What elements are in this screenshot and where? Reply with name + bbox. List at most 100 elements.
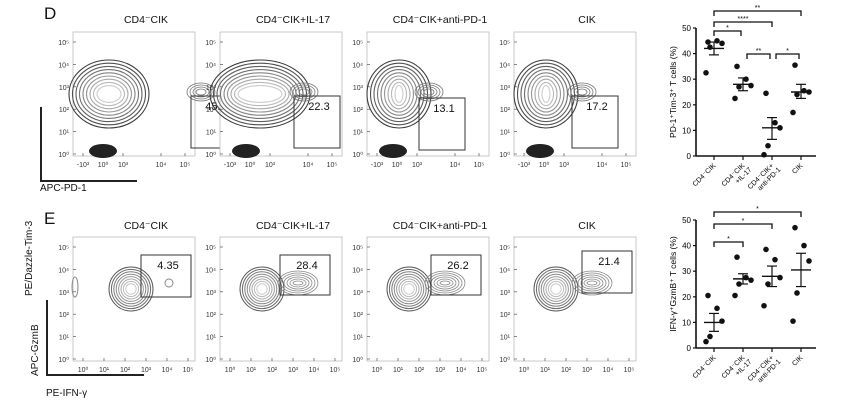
svg-text:10⁴: 10⁴ bbox=[456, 367, 467, 374]
svg-text:10⁴: 10⁴ bbox=[303, 162, 314, 169]
svg-text:10²: 10² bbox=[500, 312, 511, 319]
svg-text:10⁴: 10⁴ bbox=[58, 267, 69, 274]
svg-text:10⁰: 10⁰ bbox=[205, 356, 216, 364]
svg-text:*: * bbox=[726, 25, 729, 32]
svg-text:10⁵: 10⁵ bbox=[183, 367, 194, 374]
svg-text:10³: 10³ bbox=[412, 162, 423, 169]
flow-plot-title: CD4⁻CIK+IL-17 bbox=[255, 220, 331, 232]
svg-text:10³: 10³ bbox=[353, 85, 364, 92]
svg-text:10¹: 10¹ bbox=[393, 367, 404, 374]
svg-text:10⁵: 10⁵ bbox=[352, 40, 363, 47]
svg-text:**: ** bbox=[755, 5, 761, 12]
svg-text:10: 10 bbox=[682, 126, 691, 135]
svg-text:10²: 10² bbox=[206, 107, 217, 114]
svg-text:10⁴: 10⁴ bbox=[499, 267, 510, 274]
y-marker-label-d: PE/Dazzle-Tim-3 bbox=[24, 220, 35, 296]
svg-text:10⁴: 10⁴ bbox=[205, 267, 216, 274]
svg-text:10³: 10³ bbox=[582, 367, 593, 374]
x-marker-label-e: PE-IFN-γ bbox=[46, 388, 88, 399]
svg-text:10¹: 10¹ bbox=[246, 367, 257, 374]
svg-text:10⁴: 10⁴ bbox=[162, 367, 173, 374]
flow-plot-title: CIK bbox=[578, 220, 596, 232]
svg-text:10⁵: 10⁵ bbox=[180, 162, 191, 169]
svg-text:30: 30 bbox=[682, 267, 691, 276]
svg-text:10⁰: 10⁰ bbox=[98, 161, 109, 169]
flow-plot-title: CD4⁻CIK+anti-PD-1 bbox=[392, 220, 488, 232]
svg-text:20: 20 bbox=[682, 293, 691, 302]
svg-text:10¹: 10¹ bbox=[206, 335, 217, 342]
svg-text:10¹: 10¹ bbox=[353, 335, 364, 342]
svg-text:10²: 10² bbox=[414, 367, 425, 374]
svg-text:10³: 10³ bbox=[59, 85, 70, 92]
gate-percentage: 13.1 bbox=[433, 103, 454, 115]
svg-text:10²: 10² bbox=[59, 107, 70, 114]
gate-percentage: 22.3 bbox=[308, 101, 329, 113]
x-marker-line-e bbox=[46, 374, 144, 376]
svg-text:*: * bbox=[786, 48, 789, 55]
flow-plot-title: CIK bbox=[578, 14, 596, 26]
y-marker-line-e bbox=[46, 300, 48, 376]
svg-text:10⁰: 10⁰ bbox=[539, 161, 550, 169]
svg-text:10²: 10² bbox=[120, 367, 131, 374]
svg-text:10³: 10³ bbox=[288, 367, 299, 374]
svg-text:10³: 10³ bbox=[559, 162, 570, 169]
svg-text:10⁰: 10⁰ bbox=[499, 356, 510, 364]
svg-text:30: 30 bbox=[682, 75, 691, 84]
svg-text:10⁵: 10⁵ bbox=[205, 245, 216, 252]
svg-text:40: 40 bbox=[682, 50, 691, 59]
svg-text:10²: 10² bbox=[353, 312, 364, 319]
dot-plots: 0 10 20 30 40 50 PD-1⁺Tim-3⁺ T cells (%) CD4⁻CI… bbox=[668, 5, 816, 384]
svg-text:10⁰: 10⁰ bbox=[519, 366, 530, 374]
svg-text:10⁰: 10⁰ bbox=[392, 161, 403, 169]
flow-plot-title: CD4⁻CIK+anti-PD-1 bbox=[392, 14, 488, 26]
svg-text:10⁰: 10⁰ bbox=[245, 161, 256, 169]
x-marker-label-d: APC-PD-1 bbox=[40, 183, 87, 194]
flow-contour-plot: 10⁵ 10⁴ 10³ 10² 10¹ 10⁰ 10⁰ 10¹ 10² 10³ 10⁴ 10⁵ 4.35 bbox=[58, 236, 196, 374]
svg-text:10³: 10³ bbox=[118, 162, 129, 169]
svg-text:10⁴: 10⁴ bbox=[499, 62, 510, 69]
svg-text:10⁰: 10⁰ bbox=[352, 151, 363, 159]
svg-text:10³: 10³ bbox=[141, 367, 152, 374]
svg-text:10¹: 10¹ bbox=[59, 130, 70, 137]
svg-text:10⁰: 10⁰ bbox=[78, 366, 89, 374]
svg-text:10³: 10³ bbox=[206, 85, 217, 92]
svg-text:CD4⁻CIK: CD4⁻CIK bbox=[692, 354, 718, 380]
svg-text:10²: 10² bbox=[206, 312, 217, 319]
svg-text:10⁴: 10⁴ bbox=[205, 62, 216, 69]
svg-text:*: * bbox=[727, 236, 730, 243]
svg-text:10⁵: 10⁵ bbox=[205, 40, 216, 47]
svg-text:10⁵: 10⁵ bbox=[327, 162, 338, 169]
flow-contour-plot: 10⁵ 10⁴ 10³ 10² 10¹ 10⁰ -10³ 10⁰ 10³ 10⁴ 10⁵ 17.2 bbox=[499, 31, 637, 169]
svg-text:10²: 10² bbox=[59, 312, 70, 319]
svg-text:10²: 10² bbox=[353, 107, 364, 114]
gate-percentage: 21.4 bbox=[598, 256, 619, 268]
svg-text:10⁴: 10⁴ bbox=[597, 162, 608, 169]
svg-text:10⁵: 10⁵ bbox=[58, 245, 69, 252]
svg-text:****: **** bbox=[738, 16, 749, 23]
flow-contour-plot: 10⁵ 10⁴ 10³ 10² 10¹ 10⁰ 10⁰ 10¹ 10² 10³ 10⁴ 10⁵ 26.2 bbox=[352, 236, 490, 374]
svg-text:10⁵: 10⁵ bbox=[330, 367, 341, 374]
y-marker-label-e: APC-GzmB bbox=[30, 324, 41, 376]
svg-text:10¹: 10¹ bbox=[500, 335, 511, 342]
svg-text:10¹: 10¹ bbox=[206, 130, 217, 137]
svg-text:CIK: CIK bbox=[791, 354, 804, 367]
svg-text:10⁰: 10⁰ bbox=[58, 151, 69, 159]
svg-text:-10³: -10³ bbox=[518, 162, 531, 169]
svg-text:50: 50 bbox=[682, 24, 691, 33]
flow-contour-plot: 10⁵ 10⁴ 10³ 10² 10¹ 10⁰ -10³ 10⁰ 10³ 10⁴ 10⁵ 22.3 bbox=[205, 31, 343, 169]
svg-text:10³: 10³ bbox=[353, 290, 364, 297]
svg-text:-10³: -10³ bbox=[371, 162, 384, 169]
svg-text:10³: 10³ bbox=[500, 290, 511, 297]
svg-text:10³: 10³ bbox=[435, 367, 446, 374]
svg-text:10¹: 10¹ bbox=[99, 367, 110, 374]
svg-text:CIK: CIK bbox=[791, 162, 804, 175]
svg-text:10⁵: 10⁵ bbox=[624, 367, 635, 374]
svg-text:10⁴: 10⁴ bbox=[309, 367, 320, 374]
svg-text:10⁰: 10⁰ bbox=[205, 151, 216, 159]
svg-text:10⁵: 10⁵ bbox=[477, 367, 488, 374]
gate-percentage: 28.4 bbox=[296, 260, 317, 272]
gate-percentage: 26.2 bbox=[447, 260, 468, 272]
svg-text:10³: 10³ bbox=[206, 290, 217, 297]
svg-text:10⁴: 10⁴ bbox=[450, 162, 461, 169]
